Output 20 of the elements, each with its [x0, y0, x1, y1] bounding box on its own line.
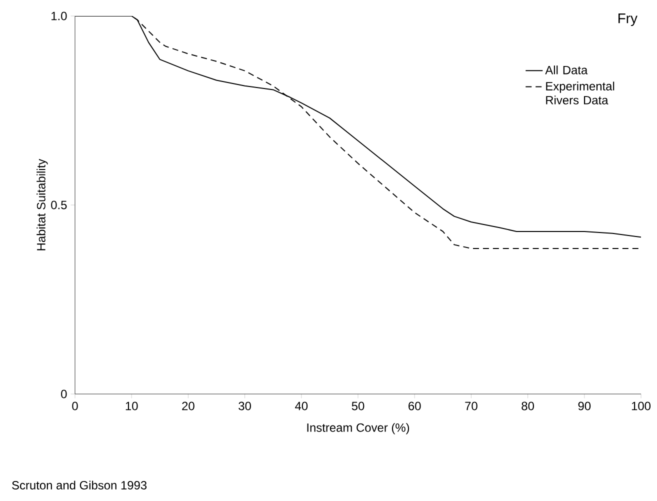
- y-tick-label: 1.0: [52, 12, 67, 20]
- x-tick-label: 80: [522, 402, 534, 410]
- legend-label: Experimental Rivers Data: [546, 82, 614, 104]
- x-tick-label: 60: [408, 402, 421, 410]
- x-tick-label: 20: [182, 402, 194, 410]
- y-axis-title: Habitat Suitability: [36, 158, 48, 250]
- text: Scruton and Gibson 1993: [12, 480, 147, 490]
- x-tick-label: 100: [632, 402, 651, 410]
- x-tick-label: 50: [352, 402, 364, 410]
- x-axis-title: Instream Cover (%): [307, 423, 410, 434]
- x-tick-label: 90: [578, 402, 591, 410]
- x-tick-label: 30: [238, 402, 251, 410]
- y-tick-label: 0.5: [51, 200, 67, 210]
- x-tick-label: 70: [465, 402, 478, 410]
- y-tick-label: 0: [61, 390, 67, 398]
- x-tick-label: 40: [295, 402, 308, 410]
- legend-label: All Data: [545, 66, 588, 74]
- x-tick-label: 10: [126, 402, 138, 410]
- chart-title: Fry: [618, 14, 638, 26]
- x-tick-label: 0: [72, 402, 78, 410]
